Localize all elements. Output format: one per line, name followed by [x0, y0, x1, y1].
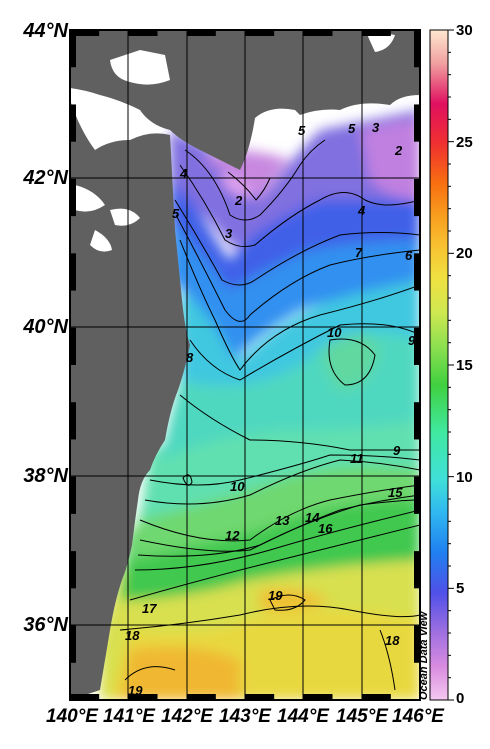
frame-tick [70, 476, 76, 514]
svg-text:11: 11 [350, 451, 364, 466]
graticule [70, 30, 420, 700]
svg-text:3: 3 [225, 226, 233, 241]
frame-tick [414, 551, 420, 589]
svg-text:17: 17 [142, 601, 157, 616]
svg-text:9: 9 [408, 333, 416, 348]
lon-label-142e: 142°E [161, 706, 213, 727]
svg-text:13: 13 [275, 513, 290, 528]
frame-tick [414, 402, 420, 440]
frame-tick [186, 694, 216, 700]
svg-text:5: 5 [172, 206, 180, 221]
svg-text:2: 2 [234, 193, 243, 208]
svg-text:10: 10 [230, 479, 245, 494]
svg-text:7: 7 [355, 245, 363, 260]
lon-label-144e: 144°E [277, 706, 329, 727]
frame-tick [70, 402, 76, 440]
frame-tick [361, 694, 391, 700]
lon-label-140e: 140°E [46, 706, 98, 727]
frame-tick [70, 178, 76, 217]
frame-tick [414, 327, 420, 365]
colorbar-tick-15: 15 [456, 357, 473, 374]
colorbar [429, 29, 454, 701]
colorbar-tick-25: 25 [456, 134, 473, 151]
frame-tick [70, 30, 76, 68]
frame-tick [70, 104, 76, 142]
svg-text:2: 2 [394, 143, 403, 158]
lat-label-36n: 36°N [23, 614, 68, 636]
svg-text:8: 8 [186, 350, 194, 365]
frame-tick [414, 625, 420, 663]
frame-tick [245, 694, 275, 700]
colorbar-tick-10: 10 [456, 469, 473, 486]
frame-tick [303, 30, 333, 36]
map-frame [69, 29, 421, 701]
frame-tick [70, 327, 76, 365]
lon-label-141e: 141°E [103, 706, 155, 727]
frame-tick [70, 551, 76, 589]
svg-text:5: 5 [348, 121, 356, 136]
frame-tick [70, 30, 100, 36]
svg-text:14: 14 [305, 510, 320, 525]
lon-label-145e: 145°E [336, 706, 388, 727]
svg-text:19: 19 [268, 588, 283, 603]
svg-text:16: 16 [318, 521, 333, 536]
lat-label-44n: 44°N [23, 20, 68, 42]
svg-text:4: 4 [179, 166, 188, 181]
frame-tick [361, 30, 391, 36]
lat-label-40n: 40°N [23, 316, 68, 338]
colorbar-tick-0: 0 [456, 690, 465, 707]
frame-tick [186, 30, 216, 36]
frame-tick [414, 104, 420, 142]
lon-label-146e: 146°E [392, 706, 444, 727]
contour-labels: 2 2 3 3 4 4 5 5 5 6 7 8 9 9 10 10 11 12 … [125, 120, 416, 698]
frame-tick [70, 694, 100, 700]
colorbar-tick-5: 5 [456, 580, 465, 597]
frame-tick [70, 625, 76, 663]
frame-tick [414, 178, 420, 217]
lon-label-143e: 143°E [219, 706, 271, 727]
svg-text:3: 3 [372, 120, 380, 135]
frame-tick [70, 253, 76, 291]
svg-text:9: 9 [393, 443, 401, 458]
svg-text:10: 10 [327, 325, 342, 340]
frame-tick [128, 694, 158, 700]
svg-text:18: 18 [385, 633, 400, 648]
frame-tick [414, 30, 420, 68]
svg-text:15: 15 [388, 485, 403, 500]
svg-text:12: 12 [225, 528, 240, 543]
svg-text:18: 18 [125, 628, 140, 643]
ocean-data-view-watermark: Ocean Data View [418, 611, 430, 700]
colorbar-tick-30: 30 [456, 22, 473, 39]
colorbar-tick-20: 20 [456, 245, 473, 262]
frame-tick [128, 30, 158, 36]
frame-tick [303, 694, 333, 700]
svg-text:5: 5 [298, 123, 306, 138]
frame-tick [414, 253, 420, 291]
lat-label-38n: 38°N [23, 465, 68, 487]
frame-tick [414, 476, 420, 514]
svg-text:6: 6 [405, 248, 413, 263]
frame-tick [245, 30, 275, 36]
lat-label-42n: 42°N [23, 167, 68, 189]
